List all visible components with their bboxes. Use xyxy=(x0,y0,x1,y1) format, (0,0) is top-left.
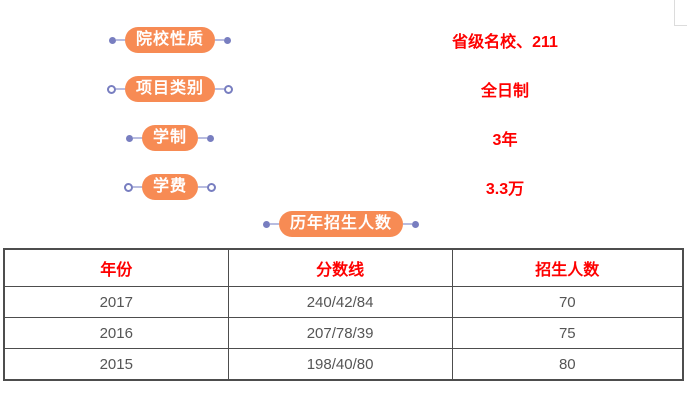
connector-line xyxy=(115,39,125,41)
table-row: 2017 240/42/84 70 xyxy=(3,286,684,318)
left-dot-icon xyxy=(262,220,270,228)
connector-line xyxy=(115,88,125,90)
left-dot-icon xyxy=(108,36,116,44)
value-school-nature: 省级名校、211 xyxy=(452,34,558,51)
right-dot-icon xyxy=(224,36,232,44)
label-pill-group: 历年招生人数 xyxy=(262,211,420,237)
pill-school-nature: 院校性质 xyxy=(124,27,216,53)
connector-line xyxy=(215,88,225,90)
value-duration: 3年 xyxy=(492,132,518,149)
info-row-tuition: 学费 3.3万 xyxy=(0,174,687,200)
label-pill-group: 学制 xyxy=(125,125,215,151)
table-header-enrollment: 招生人数 xyxy=(451,248,684,287)
section-row-enrollment-history: 历年招生人数 xyxy=(0,211,687,237)
right-dot-icon xyxy=(412,220,420,228)
left-dot-icon xyxy=(123,182,133,192)
connector-line xyxy=(403,223,413,225)
table-header-score-line: 分数线 xyxy=(227,248,453,287)
right-dot-icon xyxy=(224,84,234,94)
table-cell-enrollment: 70 xyxy=(451,286,684,318)
pill-duration: 学制 xyxy=(141,125,199,151)
label-pill-group: 学费 xyxy=(123,174,217,200)
corner-box-artifact xyxy=(674,0,687,26)
connector-line xyxy=(269,223,279,225)
table-row: 2016 207/78/39 75 xyxy=(3,317,684,349)
table-cell-year: 2015 xyxy=(3,348,229,381)
label-pill-group: 项目类别 xyxy=(106,76,234,102)
label-pill-group: 院校性质 xyxy=(108,27,232,53)
table-cell-enrollment: 80 xyxy=(451,348,684,381)
table-cell-score-line: 198/40/80 xyxy=(227,348,453,381)
table-header-year: 年份 xyxy=(3,248,229,287)
table-header-row: 年份 分数线 招生人数 xyxy=(3,248,684,287)
left-dot-icon xyxy=(125,134,133,142)
table-cell-year: 2016 xyxy=(3,317,229,349)
table-cell-score-line: 207/78/39 xyxy=(227,317,453,349)
right-dot-icon xyxy=(207,182,217,192)
connector-line xyxy=(132,186,142,188)
table-cell-score-line: 240/42/84 xyxy=(227,286,453,318)
left-dot-icon xyxy=(106,84,116,94)
info-row-program-type: 项目类别 全日制 xyxy=(0,76,687,102)
pill-program-type: 项目类别 xyxy=(124,76,216,102)
right-dot-icon xyxy=(207,134,215,142)
value-program-type: 全日制 xyxy=(480,83,530,100)
table-row: 2015 198/40/80 80 xyxy=(3,348,684,381)
info-row-school-nature: 院校性质 省级名校、211 xyxy=(0,27,687,53)
connector-line xyxy=(198,186,208,188)
enrollment-table: 年份 分数线 招生人数 2017 240/42/84 70 2016 207/7… xyxy=(3,248,684,381)
table-cell-year: 2017 xyxy=(3,286,229,318)
pill-tuition: 学费 xyxy=(141,174,199,200)
connector-line xyxy=(215,39,225,41)
watermark-artifact xyxy=(568,381,652,385)
connector-line xyxy=(198,137,208,139)
table-cell-enrollment: 75 xyxy=(451,317,684,349)
value-tuition: 3.3万 xyxy=(485,181,525,198)
pill-enrollment-history: 历年招生人数 xyxy=(278,211,404,237)
info-row-duration: 学制 3年 xyxy=(0,125,687,151)
connector-line xyxy=(132,137,142,139)
